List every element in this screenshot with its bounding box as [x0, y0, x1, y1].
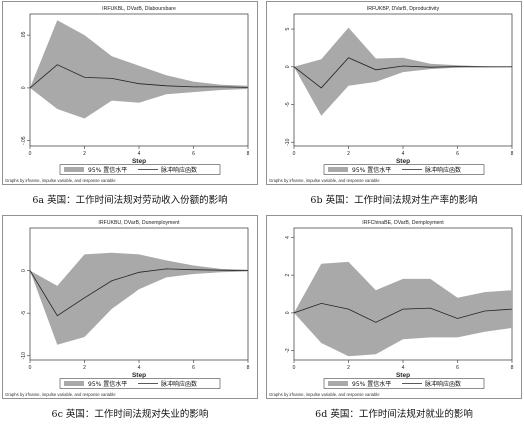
y-tick-label: 4: [285, 236, 291, 239]
figure-6c: IRFUKBU, DVarB, Dunemployment 0 -5 -10 0 2 4 6 8…: [0, 214, 260, 420]
irf-line: [29, 268, 249, 317]
y-tick-label: -5: [21, 311, 27, 316]
y-tick-label: 0: [21, 269, 27, 272]
y-tick-label: .05: [21, 31, 27, 38]
x-tick-label: 8: [511, 151, 514, 157]
y-tick-label: 0: [285, 311, 291, 314]
x-tick-label: 6: [192, 365, 195, 371]
x-tick-label: 8: [247, 151, 250, 157]
x-tick-label: 0: [293, 151, 296, 157]
figure-6b: IRFUKBP, DVarB, Dproductivity 5 0 -5 -10 0 2 4 6…: [264, 0, 524, 206]
irf-line: [293, 57, 512, 89]
x-tick-label: 2: [83, 151, 86, 157]
y-tick-label: 0: [285, 65, 291, 68]
y-tick-label: -10: [285, 138, 291, 145]
confidence-band: [294, 27, 512, 116]
legend-band-label: 95% 置信水平: [88, 380, 127, 388]
x-tick-label: 4: [138, 151, 141, 157]
legend-band-swatch: [328, 381, 348, 386]
legend-band-label: 95% 置信水平: [352, 166, 391, 174]
legend-band-swatch: [64, 167, 84, 172]
x-tick-label: 2: [83, 365, 86, 371]
figure-6a: IRFUKBL, DVarB, Dlaboursbare .05 0 -.05 0 2 4 6…: [0, 0, 260, 206]
chart-title: IRFUKBU, DVarB, Dunemployment: [98, 220, 180, 226]
x-tick-label: 8: [247, 365, 250, 371]
legend-band-swatch: [64, 381, 84, 386]
y-tick-label: 5: [285, 27, 291, 30]
source-note: Graphs by irfname, impulse variable, and…: [269, 392, 380, 397]
figure-6d: IRFChinaBE, DVarB, Demployment 4 2 0 -2 0 2 4 6 8…: [264, 214, 524, 420]
y-tick-label: -2: [285, 348, 291, 353]
source-note: Graphs by irfname, impulse variable, and…: [5, 392, 116, 397]
irf-line: [29, 64, 249, 89]
x-tick-label: 6: [456, 151, 459, 157]
chart-title: IRFChinaBE, DVarB, Demployment: [362, 220, 444, 226]
x-tick-label: 2: [347, 151, 350, 157]
x-axis-label: Step: [132, 158, 146, 165]
y-tick-label: 2: [285, 274, 291, 277]
caption-6a: 6a 英国：工作时间法规对劳动收入份额的影响: [32, 195, 228, 206]
source-note: Graphs by irfname, impulse variable, and…: [5, 178, 116, 183]
caption-6b: 6b 英国：工作时间法规对生产率的影响: [310, 195, 478, 206]
chart-title: IRFUKBL, DVarB, Dlaboursbare: [102, 6, 176, 12]
chart-6d: IRFChinaBE, DVarB, Demployment 4 2 0 -2 0 2 4 6 8…: [266, 215, 522, 399]
source-note: Graphs by irfname, impulse variable, and…: [269, 178, 380, 183]
x-tick-label: 2: [347, 365, 350, 371]
legend-band-label: 95% 置信水平: [352, 380, 391, 388]
legend-line-label: 脉冲响应函数: [425, 380, 461, 388]
caption-6c: 6c 英国：工作时间法规对失业的影响: [51, 409, 209, 420]
chart-title: IRFUKBP, DVarB, Dproductivity: [367, 6, 440, 12]
y-tick-label: -.05: [21, 136, 27, 145]
y-tick-label: -5: [285, 102, 291, 107]
x-axis-label: Step: [396, 158, 410, 165]
y-tick-label: 0: [21, 86, 27, 89]
irf-line: [293, 302, 513, 323]
x-tick-label: 4: [402, 151, 405, 157]
x-axis-label: Step: [132, 372, 146, 379]
legend-line-label: 脉冲响应函数: [425, 166, 461, 174]
confidence-band: [30, 20, 248, 119]
x-tick-label: 0: [29, 151, 32, 157]
legend-line-label: 脉冲响应函数: [161, 380, 197, 388]
x-tick-label: 6: [192, 151, 195, 157]
x-tick-label: 8: [511, 365, 514, 371]
caption-6d: 6d 英国：工作时间法规对就业的影响: [315, 409, 473, 420]
legend-band-swatch: [328, 167, 348, 172]
y-tick-label: -10: [21, 352, 27, 359]
x-axis-label: Step: [396, 372, 410, 379]
x-tick-label: 0: [293, 365, 296, 371]
x-tick-label: 4: [138, 365, 141, 371]
chart-6a: IRFUKBL, DVarB, Dlaboursbare.050-.050 2 4 6…: [2, 1, 258, 185]
x-tick-label: 6: [456, 365, 459, 371]
confidence-band: [30, 252, 248, 345]
legend-band-label: 95% 置信水平: [88, 166, 127, 174]
x-tick-label: 4: [402, 365, 405, 371]
legend-line-label: 脉冲响应函数: [161, 166, 197, 174]
x-tick-label: 0: [29, 365, 32, 371]
